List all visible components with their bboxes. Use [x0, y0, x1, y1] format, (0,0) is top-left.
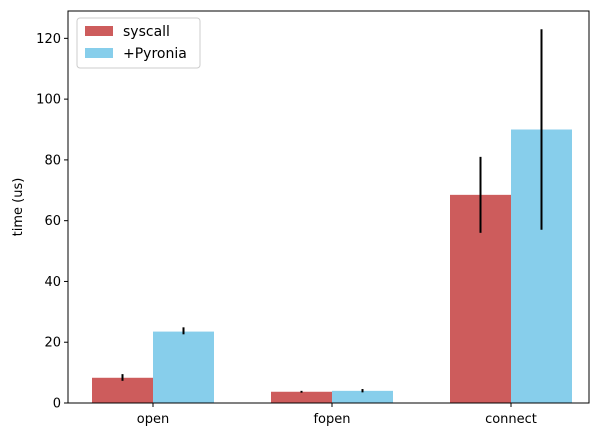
- legend-swatch: [85, 48, 113, 58]
- axes: open fopen connect 0 20 40 60 80 100 120: [36, 10, 590, 427]
- y-tick-label: 0: [53, 397, 61, 412]
- y-tick-label: 100: [36, 93, 61, 108]
- y-tick-label: 80: [44, 153, 61, 168]
- legend: syscall +Pyronia: [76, 17, 201, 69]
- x-tick-label: open: [137, 412, 169, 427]
- bar-syscall-open: [92, 377, 153, 403]
- legend-label: +Pyronia: [123, 46, 187, 62]
- y-tick-label: 60: [44, 214, 61, 229]
- x-tick-label: fopen: [313, 412, 350, 427]
- plot-area: [92, 29, 572, 403]
- y-tick-label: 20: [44, 336, 61, 351]
- bar-pyronia-open: [153, 331, 214, 403]
- plot-frame: [67, 10, 590, 404]
- y-tick-label: 40: [44, 275, 61, 290]
- y-tick-label: 120: [36, 32, 61, 47]
- legend-label: syscall: [123, 24, 170, 40]
- x-tick-label: connect: [485, 412, 537, 427]
- y-axis-label: time (us): [11, 178, 26, 237]
- bar-syscall-fopen: [271, 391, 332, 403]
- bar-pyronia-fopen: [332, 390, 393, 403]
- legend-swatch: [85, 26, 113, 36]
